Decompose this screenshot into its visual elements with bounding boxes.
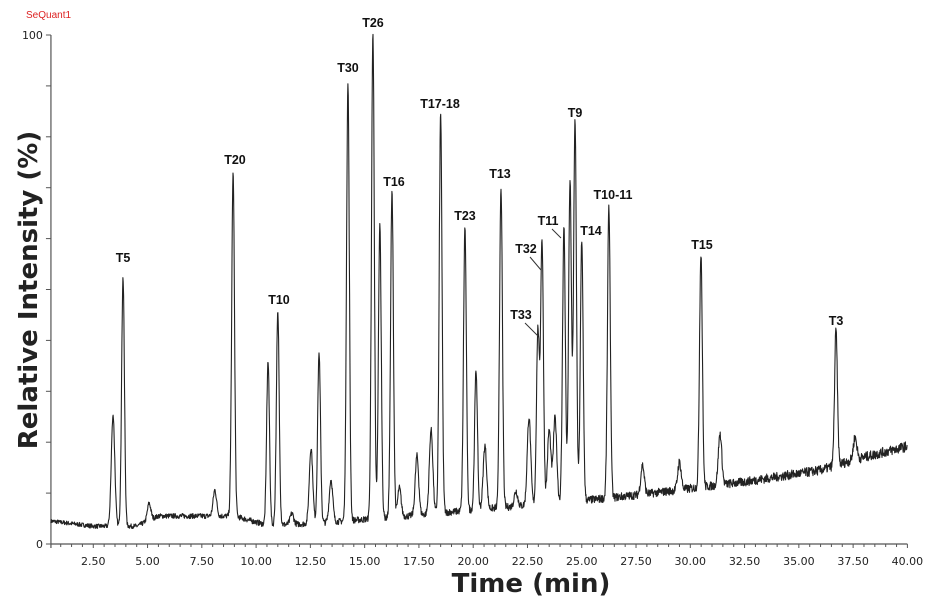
x-tick-label: 7.50: [190, 555, 215, 568]
leader-line: [529, 256, 542, 271]
y-tick-label: 0: [36, 538, 43, 551]
x-tick-label: 32.50: [729, 555, 761, 568]
x-tick-label: 20.00: [457, 555, 489, 568]
x-tick-label: 37.50: [837, 555, 869, 568]
leader-line: [524, 322, 539, 337]
peak-label: T5: [116, 251, 131, 265]
y-tick-label: 100: [22, 29, 43, 42]
peak-label: T17-18: [420, 97, 460, 111]
peak-label: T11: [538, 214, 559, 228]
x-axis-title: Time (min): [452, 569, 611, 599]
axes: 2.50 5.00 7.50 10.00 12.50 15.00 17.50 20.00 22.…: [22, 29, 923, 568]
peak-label: T10-11: [594, 188, 633, 202]
x-tick-label: 12.50: [295, 555, 327, 568]
x-tick-label: 2.50: [81, 555, 106, 568]
peak-label: T23: [454, 209, 476, 223]
x-tick-label: 25.00: [566, 555, 598, 568]
peak-label: T30: [337, 61, 359, 75]
peak-label: T16: [383, 175, 405, 189]
leader-line: [551, 228, 562, 239]
peak-label: T9: [568, 106, 583, 120]
x-tick-label: 27.50: [620, 555, 652, 568]
peak-label: T10: [268, 293, 290, 307]
x-tick-label: 30.00: [675, 555, 707, 568]
x-tick-label: 22.50: [512, 555, 544, 568]
peak-label: T13: [489, 167, 511, 181]
x-tick-label: 40.00: [892, 555, 924, 568]
peak-label: T3: [829, 314, 844, 328]
y-axis-title: Relative Intensity (%): [14, 131, 44, 449]
brand-label: SeQuant1: [26, 10, 72, 21]
peak-label: T15: [691, 238, 713, 252]
peak-label: T32: [515, 242, 537, 256]
peak-label: T26: [362, 16, 384, 30]
x-tick-label: 35.00: [783, 555, 815, 568]
chromatogram-trace: [50, 33, 908, 530]
peak-label: T20: [224, 153, 246, 167]
peak-label: T33: [510, 308, 532, 322]
x-tick-label: 15.00: [349, 555, 381, 568]
peak-label: T14: [580, 224, 602, 238]
x-tick-label: 5.00: [135, 555, 160, 568]
x-tick-label: 10.00: [240, 555, 272, 568]
x-tick-label: 17.50: [403, 555, 435, 568]
